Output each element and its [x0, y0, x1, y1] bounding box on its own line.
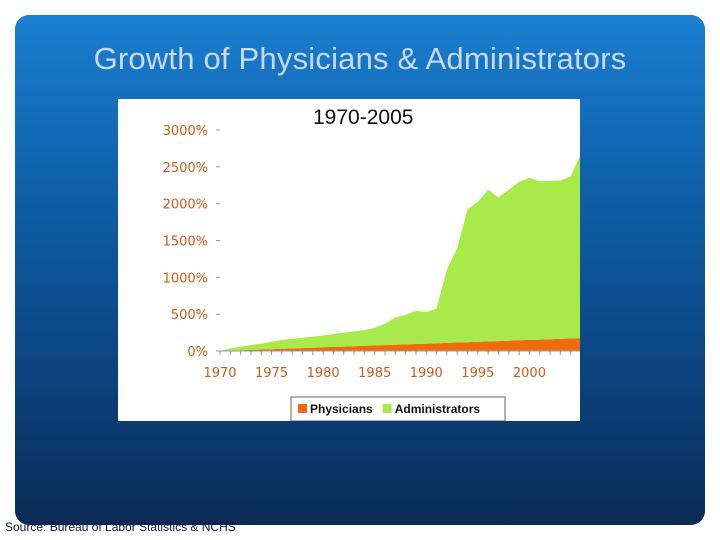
- slide: Growth of Physicians & Administrators 0%…: [15, 15, 705, 525]
- y-tick-label: 0%: [187, 345, 208, 360]
- y-tick-label: 1000%: [163, 271, 208, 286]
- area-series-administrators: [220, 156, 580, 351]
- chart-title: 1970-2005: [313, 106, 414, 129]
- y-tick-label: 2500%: [163, 161, 208, 176]
- legend-swatch-physicians: [298, 404, 307, 413]
- legend-label-administrators: Administrators: [395, 402, 481, 416]
- slide-title: Growth of Physicians & Administrators: [93, 41, 627, 76]
- x-tick-label: 1990: [410, 366, 443, 381]
- y-tick-label: 500%: [171, 308, 208, 323]
- legend-label-physicians: Physicians: [310, 402, 373, 416]
- area-series-physicians: [220, 338, 580, 351]
- x-tick-label: 1995: [461, 366, 494, 381]
- source-note: Source: Bureau of Labor Statistics & NCH…: [5, 520, 236, 534]
- x-tick-label: 1970: [203, 366, 236, 381]
- y-tick-label: 3000%: [163, 124, 208, 139]
- x-tick-label: 1985: [358, 366, 391, 381]
- area-chart: 0% 500% 1000% 1500% 2000% 2500% 3000% 1970 1975 1…: [163, 124, 580, 421]
- y-tick-label: 1500%: [163, 235, 208, 250]
- x-tick-label: 2000: [513, 366, 546, 381]
- legend-swatch-administrators: [382, 404, 392, 413]
- y-tick-label: 2000%: [163, 198, 208, 213]
- chart-panel: 0% 500% 1000% 1500% 2000% 2500% 3000% 1970 1975 1…: [118, 99, 580, 421]
- x-tick-label: 1975: [255, 366, 288, 381]
- legend-box: [290, 396, 506, 421]
- x-tick-label: 1980: [307, 366, 340, 381]
